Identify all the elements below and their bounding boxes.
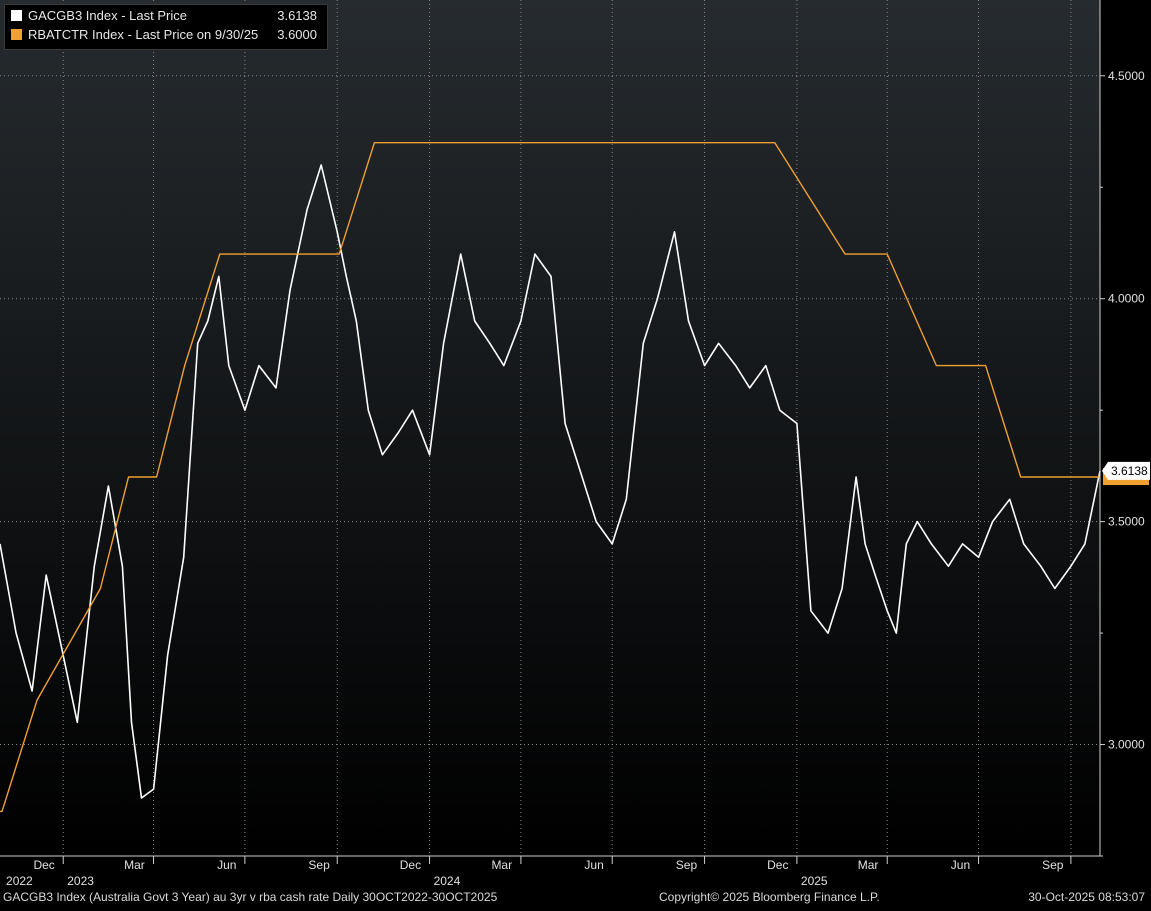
footer-timestamp: 30-Oct-2025 08:53:07 [1028,890,1145,904]
legend-value: 3.6000 [277,27,317,42]
x-month-label: Sep [308,858,330,872]
axes: 3.0000 3.5000 4.0000 4.5000 Dec Mar Jun Sep Dec M… [0,0,1150,888]
legend-label: RBATCTR Index - Last Price on 9/30/25 [28,27,259,42]
legend-swatch-white [11,10,22,21]
x-month-label: Sep [676,858,698,872]
legend-entry-rbatctr: RBATCTR Index - Last Price on 9/30/25 3.… [5,27,327,43]
x-month-label: Jun [584,858,603,872]
y-tick-label: 4.0000 [1108,292,1145,306]
x-month-label: Dec [33,858,54,872]
last-value-badge-gacgb3 [1102,461,1150,480]
plot-background [0,0,1100,856]
x-year-label: 2023 [67,874,94,888]
series-layer [0,141,1101,813]
x-year-label: 2024 [434,874,461,888]
x-month-label: Dec [400,858,421,872]
x-year-label: 2022 [6,874,33,888]
legend-value: 3.6138 [277,8,317,23]
legend-swatch-orange [11,29,22,40]
x-month-label: Jun [217,858,236,872]
legend: GACGB3 Index - Last Price 3.6138 RBATCTR… [4,4,328,50]
legend-label: GACGB3 Index - Last Price [28,8,187,23]
footer: GACGB3 Index (Australia Govt 3 Year) au … [0,889,1151,906]
x-month-label: Sep [1042,858,1064,872]
footer-copyright: Copyright© 2025 Bloomberg Finance L.P. [659,890,880,904]
x-month-label: Jun [951,858,970,872]
footer-description: GACGB3 Index (Australia Govt 3 Year) au … [3,890,498,904]
legend-entry-gacgb3: GACGB3 Index - Last Price 3.6138 [5,8,327,24]
x-month-label: Mar [858,858,879,872]
series-line-gacgb3 [0,164,1101,799]
x-month-label: Dec [767,858,788,872]
series-line-rbatctr [0,141,1100,813]
x-month-label: Mar [124,858,145,872]
y-tick-label: 3.0000 [1108,738,1145,752]
y-tick-label: 3.5000 [1108,515,1145,529]
last-value-label: 3.6138 [1111,464,1148,478]
x-month-label: Mar [491,858,512,872]
x-year-label: 2025 [801,874,828,888]
y-tick-label: 4.5000 [1108,69,1145,83]
